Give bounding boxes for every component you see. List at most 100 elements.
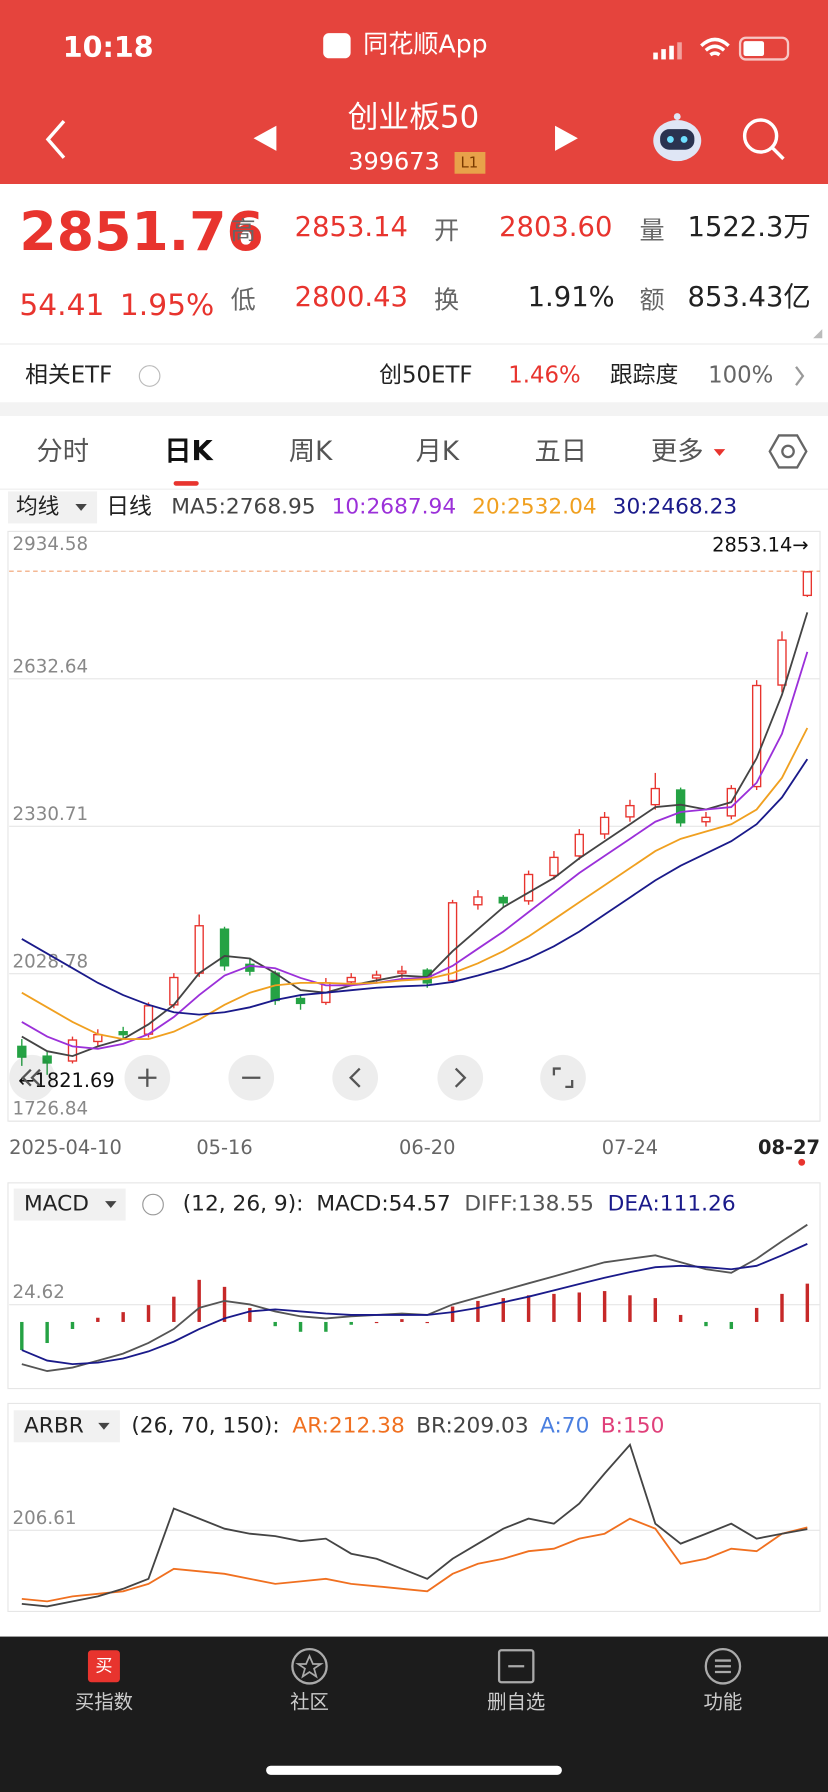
candle-body bbox=[549, 856, 559, 877]
search-button[interactable] bbox=[742, 118, 785, 161]
x-tick-label: 05-16 bbox=[196, 1136, 252, 1159]
series-line bbox=[21, 727, 809, 1040]
field-label: 换 bbox=[434, 286, 459, 315]
high-marker: 2853.14→ bbox=[712, 534, 808, 557]
nav-label[interactable]: 社区 bbox=[290, 1690, 329, 1713]
macd-bar bbox=[780, 1293, 784, 1322]
low-marker: ←1821.69 bbox=[18, 1069, 114, 1092]
field-label: 开 bbox=[434, 216, 459, 245]
nav-icon[interactable] bbox=[497, 1649, 535, 1684]
legend-entry: AR:212.38 bbox=[292, 1413, 404, 1438]
tab[interactable]: 五日 bbox=[534, 437, 587, 467]
nav-icon[interactable] bbox=[87, 1650, 120, 1683]
candle-body bbox=[473, 896, 483, 906]
settings-dot bbox=[781, 444, 795, 459]
macd-selector[interactable]: MACD bbox=[24, 1192, 89, 1217]
macd-bar bbox=[172, 1296, 176, 1322]
prev-button[interactable] bbox=[253, 125, 277, 151]
tab[interactable]: 分时 bbox=[37, 437, 90, 467]
nav-icon[interactable] bbox=[291, 1648, 328, 1685]
candle-body bbox=[42, 1055, 52, 1064]
nav-label[interactable]: 功能 bbox=[704, 1690, 743, 1713]
field-label: 低 bbox=[231, 286, 256, 315]
macd-bar bbox=[400, 1319, 404, 1322]
tab[interactable]: 周K bbox=[289, 437, 333, 467]
track-value: 100% bbox=[708, 362, 773, 388]
macd-bar bbox=[349, 1321, 353, 1325]
settings-button[interactable] bbox=[768, 434, 808, 469]
macd-bar bbox=[324, 1321, 328, 1332]
candle-body bbox=[777, 639, 787, 686]
nav-label[interactable]: 删自选 bbox=[487, 1690, 545, 1713]
next-button[interactable] bbox=[555, 125, 578, 151]
tab[interactable]: 更多 bbox=[651, 437, 704, 467]
field-value: 853.43亿 bbox=[688, 282, 811, 313]
candle-body bbox=[346, 976, 356, 983]
back-button[interactable] bbox=[45, 120, 66, 159]
macd-params: (12, 26, 9): bbox=[183, 1192, 304, 1217]
arbr-params: (26, 70, 150): bbox=[131, 1413, 279, 1438]
macd-bar bbox=[754, 1307, 759, 1322]
macd-bar bbox=[374, 1321, 379, 1324]
help-icon[interactable] bbox=[138, 365, 161, 387]
macd-selector-bg[interactable] bbox=[13, 1188, 126, 1221]
candle-body bbox=[625, 804, 635, 818]
nav-icon-star bbox=[295, 1653, 324, 1679]
series-line bbox=[21, 1243, 808, 1366]
wifi-icon bbox=[700, 37, 730, 57]
candle-body bbox=[447, 902, 458, 982]
macd-bar bbox=[602, 1291, 607, 1322]
battery-icon bbox=[738, 36, 790, 61]
series-line bbox=[21, 1223, 808, 1373]
y-tick-label: 2330.71 bbox=[13, 804, 89, 825]
app-icon bbox=[323, 33, 351, 59]
change-pct: 1.95% bbox=[120, 288, 214, 323]
more-caret bbox=[713, 449, 726, 456]
caret bbox=[105, 1201, 117, 1208]
expand-corner[interactable] bbox=[813, 329, 823, 339]
candle-body bbox=[498, 896, 508, 904]
tab-active[interactable]: 日K bbox=[164, 436, 214, 467]
candle-body bbox=[523, 873, 534, 902]
arbr-frame bbox=[7, 1402, 821, 1612]
field-value: 2853.14 bbox=[295, 212, 408, 243]
etf-pct: 1.46% bbox=[508, 362, 581, 388]
scroll-left-button[interactable] bbox=[332, 1054, 379, 1101]
candle-body bbox=[574, 833, 584, 857]
robot-button[interactable] bbox=[653, 113, 702, 162]
signal-icon bbox=[653, 42, 682, 60]
macd-bar bbox=[501, 1298, 505, 1322]
macd-bar bbox=[222, 1286, 227, 1322]
status-time: 10:18 bbox=[63, 30, 154, 64]
index-code: 399673 bbox=[348, 147, 440, 175]
tab-underline bbox=[173, 481, 199, 486]
field-value: 1522.3万 bbox=[688, 212, 811, 243]
etf-arrow[interactable] bbox=[795, 366, 805, 386]
macd-bar bbox=[805, 1283, 810, 1322]
tab[interactable]: 月K bbox=[416, 437, 460, 467]
macd-bar bbox=[20, 1321, 24, 1351]
macd-bar bbox=[450, 1306, 455, 1322]
macd-bar bbox=[678, 1314, 683, 1322]
status-app: 同花顺App bbox=[363, 30, 487, 59]
home-indicator bbox=[266, 1765, 562, 1775]
ma-selector[interactable]: 均线 bbox=[16, 494, 59, 519]
series-line bbox=[21, 1442, 808, 1608]
candle-body bbox=[219, 928, 230, 967]
nav-label[interactable]: 买指数 bbox=[75, 1690, 133, 1713]
candle-body bbox=[599, 816, 610, 835]
help-icon[interactable] bbox=[142, 1193, 164, 1216]
legend-entry: DEA:111.26 bbox=[608, 1192, 736, 1217]
arbr-selector[interactable]: ARBR bbox=[24, 1413, 84, 1438]
legend-entry: A:70 bbox=[540, 1413, 589, 1438]
candle-body bbox=[751, 684, 762, 788]
nav-icon[interactable] bbox=[704, 1648, 742, 1685]
macd-bar bbox=[70, 1321, 75, 1329]
y-tick-label: 2934.58 bbox=[13, 534, 89, 555]
macd-bar bbox=[628, 1295, 632, 1322]
fullscreen-button[interactable] bbox=[540, 1054, 586, 1101]
x-tick-label: 07-24 bbox=[602, 1136, 658, 1159]
scroll-right-button[interactable] bbox=[437, 1054, 484, 1101]
